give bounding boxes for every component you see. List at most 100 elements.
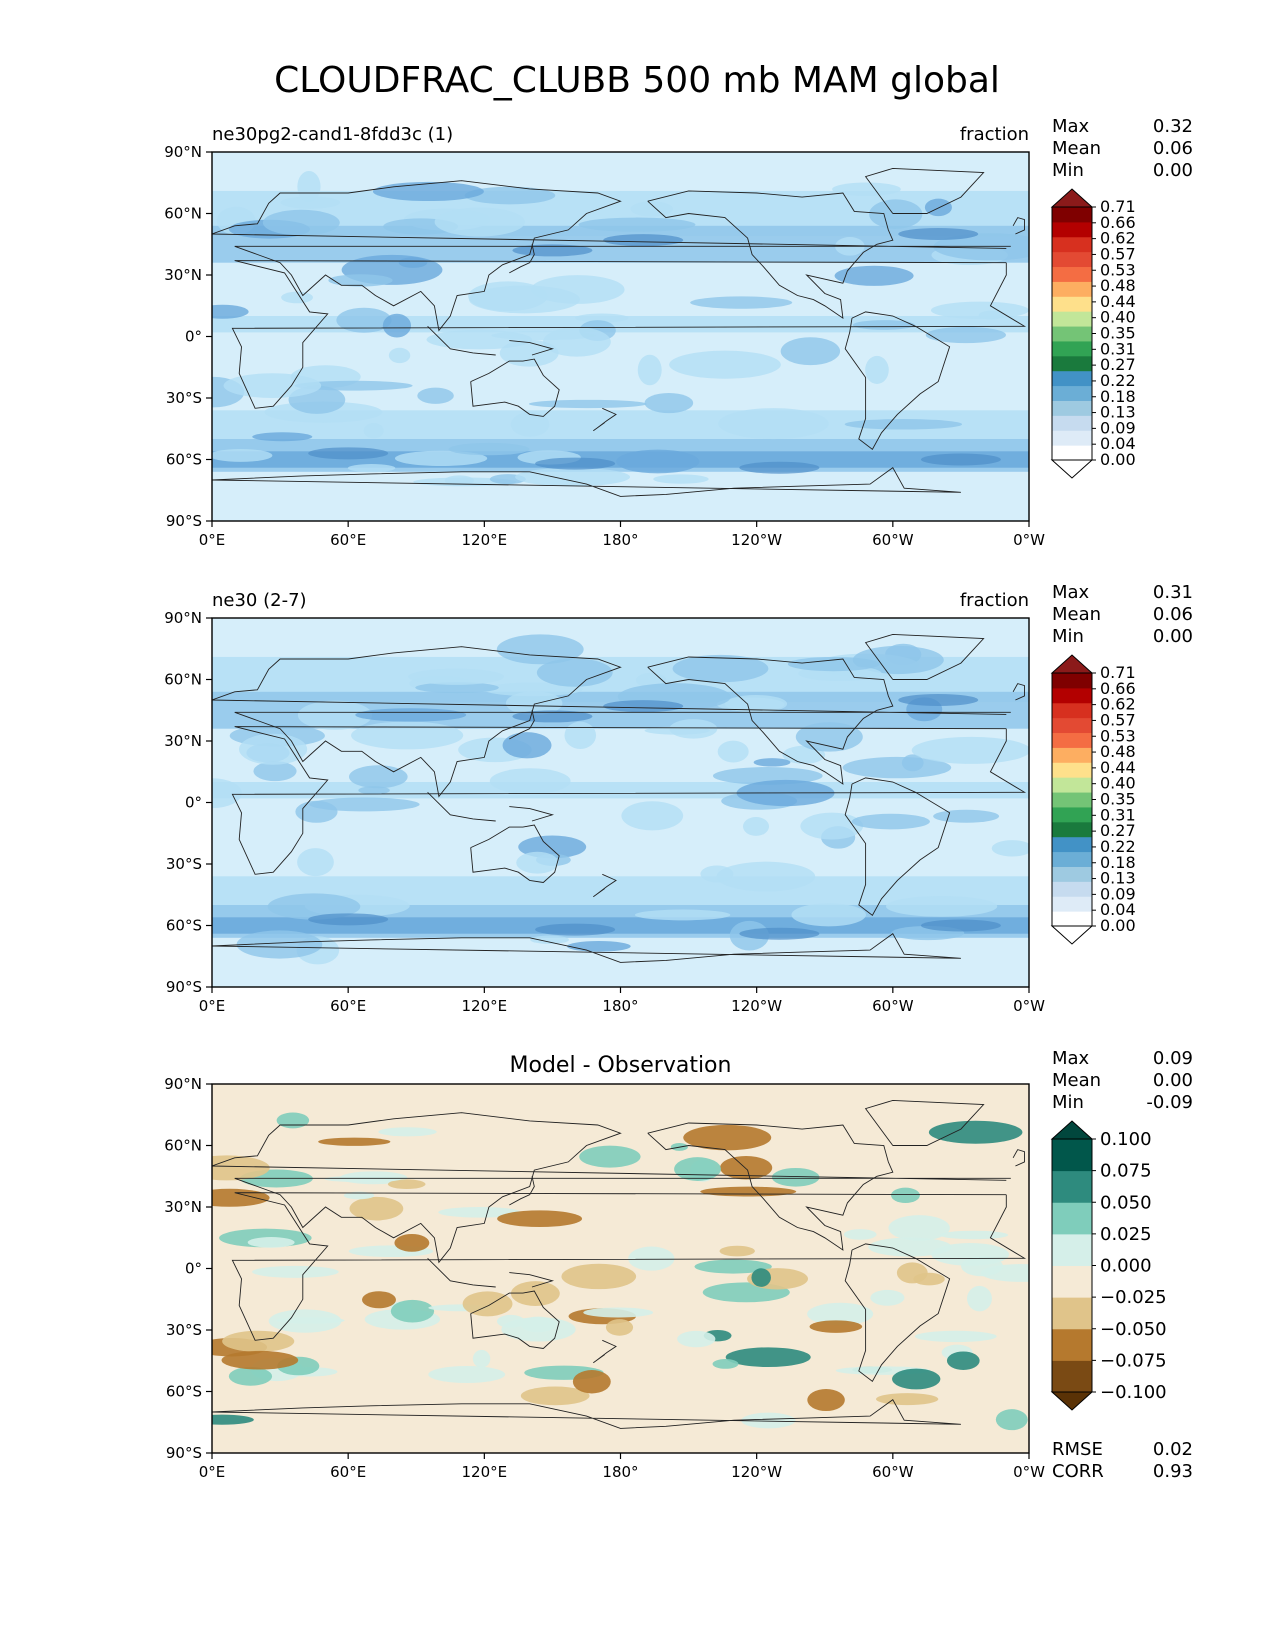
y-tick-label: 30°S [166,389,202,407]
field-peak [898,228,979,240]
field-blob [268,1309,342,1333]
field-peak [898,694,979,706]
coastline [509,710,535,740]
colorbar-segment [1052,1139,1092,1172]
stat-label: Max [1052,582,1090,603]
field-blob [347,464,396,473]
field-peak [920,919,1001,932]
colorbar-label: 0.35 [1100,324,1136,343]
field-layer [212,618,1029,987]
y-tick-label: 90°S [166,978,202,996]
field-blob [415,682,499,694]
x-tick-label: 120°W [731,531,782,549]
field-blob [212,304,249,319]
field-blob [616,449,700,474]
colorbar-label: 0.48 [1100,276,1136,295]
colorbar-label: 0.09 [1100,884,1136,903]
figure-title: CLOUDFRAC_CLUBB 500 mb MAM global [274,60,1000,101]
coastline [509,1176,535,1206]
field-blob [520,1386,590,1406]
field-blob [564,721,597,750]
field-blob [605,1319,634,1336]
field-blob [578,217,696,232]
colorbar-label: 0.40 [1100,308,1136,327]
field-blob [267,893,361,920]
colorbar-segment [1052,207,1092,223]
y-tick-label: 30°N [164,1198,202,1216]
y-tick-label: 90°N [164,143,202,161]
field-blob [869,199,923,229]
x-tick-label: 60°W [872,1463,914,1481]
field-blob [324,1175,402,1183]
stat-value: 0.06 [1153,604,1193,625]
stat-value: 0.09 [1153,1048,1193,1069]
field-blob [946,1351,980,1370]
panel-difference: 0°E 60°E 120°E 180° 120°W 60°W 0°W 90°N 60°N 30°N… [164,1048,1193,1482]
colorbar-segment [1052,836,1092,853]
x-tick-label: 180° [602,1463,638,1481]
colorbar-segment [1052,1265,1092,1298]
colorbar-extend-top [1050,1120,1094,1140]
field-blob [212,1155,270,1181]
field-blob [700,865,734,883]
field-blob [751,1268,771,1287]
field-blob [297,170,321,203]
stat-label: Min [1052,1092,1084,1113]
colorbar-label: 0.22 [1100,371,1136,390]
coastline [593,407,617,432]
field-blob [741,1412,796,1429]
field-blob [281,291,313,304]
coastline [509,806,555,822]
field-blob [363,423,384,439]
field-blob [807,1389,845,1412]
colorbar-label: 0.27 [1100,355,1136,374]
colorbar-label: 0.44 [1100,292,1136,311]
colorbar-segment [1052,762,1092,778]
panels: 0°E 60°E 120°E 180° 120°W 60°W 0°W 90°N 60°N 30°N… [164,116,1193,1482]
y-tick-label: 60°S [166,917,202,935]
stat-label: Max [1052,1048,1090,1069]
colorbar-segment [1052,747,1092,763]
field-blob [567,941,631,952]
colorbar-segment [1052,296,1092,312]
colorbar-segment [1052,445,1092,461]
field-blob [297,848,334,877]
field-blob [355,708,467,722]
field-blob [212,1414,254,1425]
coastline [509,244,535,274]
stat-label: CORR [1052,1461,1104,1482]
field-blob [579,1145,641,1168]
coastlines [212,633,1027,963]
stat-value: 0.00 [1153,626,1193,647]
x-tick-label: 0°E [199,1463,226,1481]
colorbar-extend-bottom [1050,459,1094,479]
stat-label: RMSE [1052,1439,1103,1460]
coastline [864,633,985,680]
colorbar-label: 0.66 [1100,679,1136,698]
colorbar-label: 0.35 [1100,790,1136,809]
field-blob [787,656,880,672]
field-blob [502,732,552,759]
colorbar-extend-bottom [1050,925,1094,945]
colorbar-label: 0.71 [1100,197,1136,216]
x-tick-label: 0°W [1013,1463,1045,1481]
panel-title-left: ne30pg2-cand1-8fdd3c (1) [212,124,453,145]
field-blob [252,432,313,442]
field-blob [434,207,525,237]
colorbar-label: 0.62 [1100,229,1136,248]
field-blob [358,786,390,795]
field-blob [372,181,484,202]
colorbar-label: 0.31 [1100,339,1136,358]
x-tick-label: 0°W [1013,997,1045,1015]
coastline [647,190,894,320]
field-blob [991,840,1029,857]
stat-value: 0.93 [1153,1461,1193,1482]
field-blob [468,285,581,314]
colorbar-segment [1052,400,1092,416]
colorbar-extend-top [1050,654,1094,674]
field-blob [583,1307,654,1318]
field-blob [336,307,392,333]
stat-label: Max [1052,116,1090,137]
colorbar-segment [1052,1297,1092,1330]
